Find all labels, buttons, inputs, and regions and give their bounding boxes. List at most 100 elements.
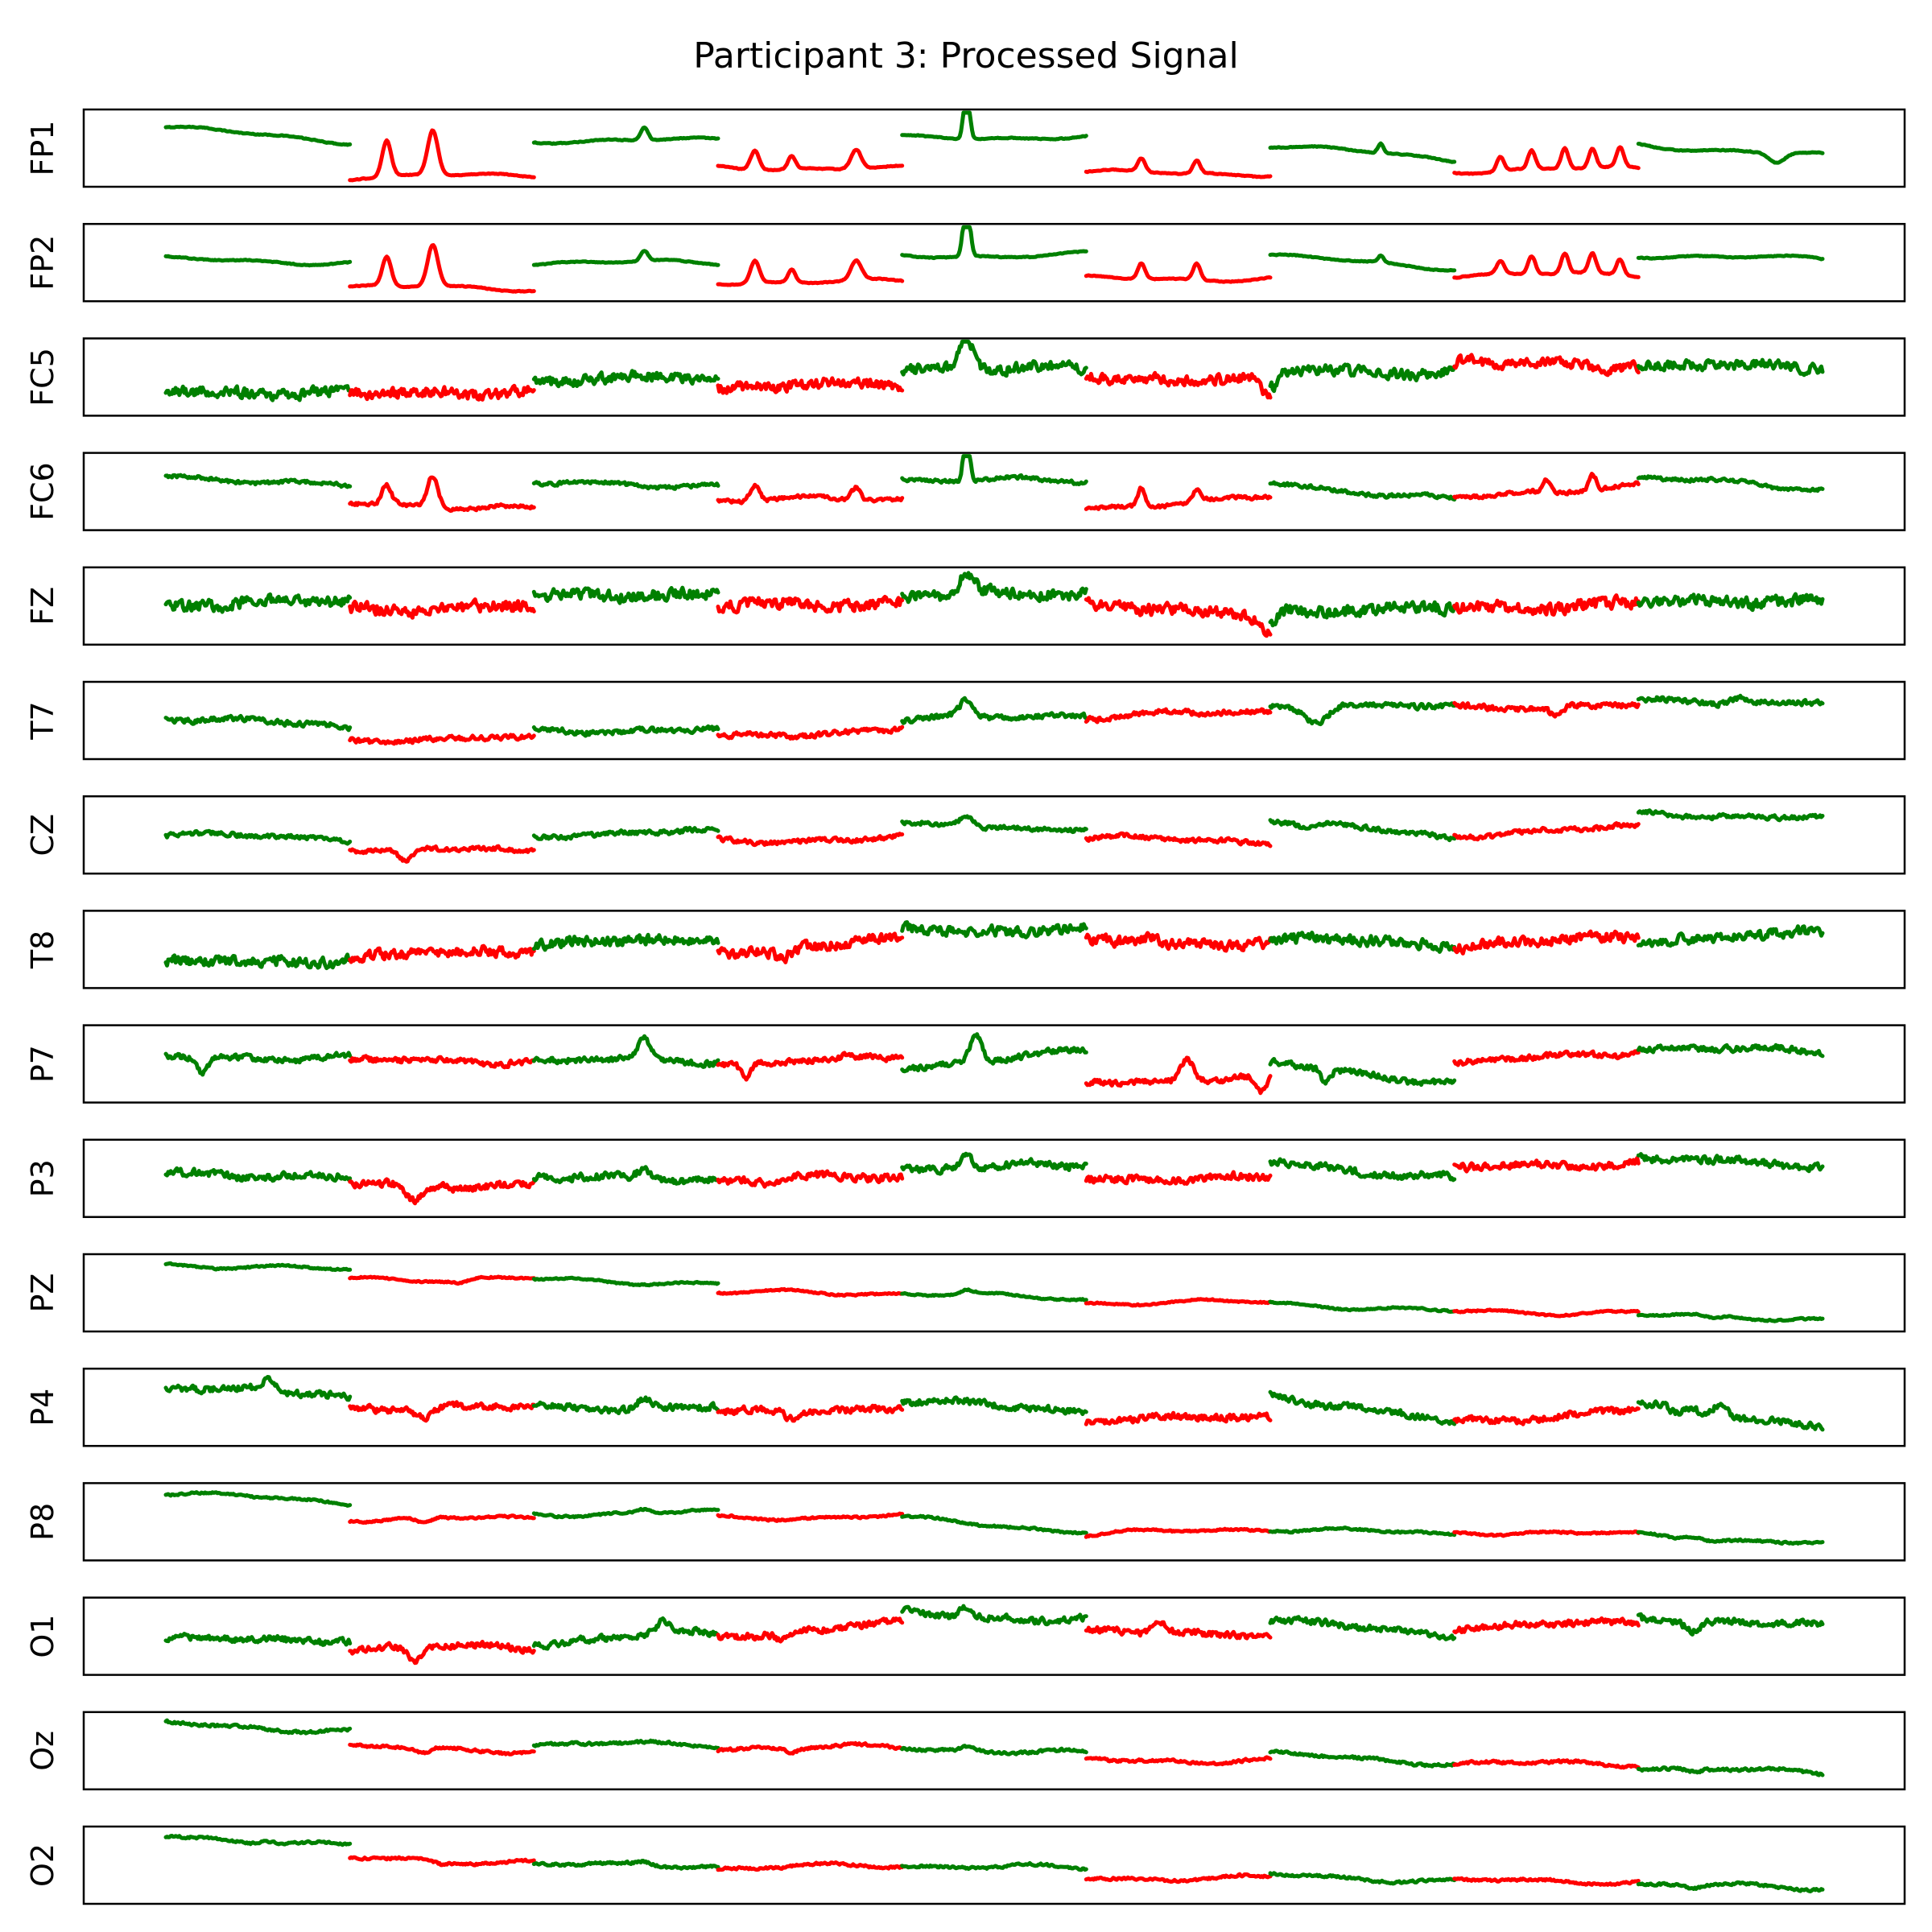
trace-p3-segment-1: [163, 1166, 353, 1183]
trace-oz-segment-1: [163, 1718, 353, 1736]
trace-t7-segment-9: [1636, 693, 1825, 709]
trace-cz-segment-7: [1268, 818, 1457, 843]
trace-oz-segment-2: [348, 1742, 536, 1757]
trace-o2-segment-2: [348, 1855, 536, 1868]
trace-fc5-segment-5: [900, 339, 1088, 378]
trace-t8-segment-2: [348, 943, 536, 964]
trace-fz-segment-9: [1636, 592, 1825, 613]
trace-fp2-segment-5: [900, 225, 1088, 261]
trace-p3-segment-3: [531, 1165, 720, 1186]
channel-axes-fp1: [82, 108, 1906, 188]
trace-cz-segment-6: [1084, 831, 1273, 848]
trace-fc6-segment-3: [531, 479, 720, 491]
trace-p8-segment-1: [163, 1490, 353, 1508]
trace-p7-segment-1: [163, 1051, 353, 1077]
trace-p8-segment-5: [900, 1513, 1088, 1536]
channel-panels: FP1 FP2 FC5 FC6 FZ T7 CZ T8 P7 P3 PZ P4 P8 O1 Oz O2: [25, 108, 1906, 1905]
channel-label-p4: P4: [25, 1389, 60, 1426]
trace-fc5-segment-6: [1084, 370, 1273, 400]
channel-label-p3: P3: [25, 1159, 60, 1197]
trace-fc6-segment-1: [163, 473, 353, 489]
trace-p7-segment-6: [1084, 1055, 1273, 1096]
trace-t7-segment-3: [531, 724, 720, 738]
trace-fp1-segment-9: [1636, 142, 1825, 165]
trace-p4-segment-8: [1452, 1406, 1641, 1426]
channel-label-fc5: FC5: [25, 348, 60, 407]
trace-oz-segment-5: [900, 1744, 1088, 1757]
trace-cz-segment-2: [348, 844, 536, 864]
trace-pz-segment-6: [1084, 1297, 1273, 1308]
trace-o1-segment-9: [1636, 1612, 1825, 1637]
channel-axes-p8: [82, 1482, 1906, 1562]
channel-label-p7: P7: [25, 1045, 60, 1083]
trace-cz-segment-4: [716, 832, 905, 848]
trace-o1-segment-6: [1084, 1620, 1273, 1641]
trace-pz-segment-8: [1452, 1307, 1641, 1319]
trace-pz-segment-3: [531, 1275, 720, 1288]
trace-p8-segment-6: [1084, 1526, 1273, 1539]
trace-fp2-segment-1: [163, 254, 353, 268]
trace-p3-segment-8: [1452, 1156, 1641, 1174]
trace-o2-segment-9: [1636, 1880, 1825, 1893]
trace-cz-segment-1: [163, 828, 353, 846]
trace-o2-segment-1: [163, 1834, 353, 1847]
trace-p7-segment-9: [1636, 1042, 1825, 1059]
channel-label-o1: O1: [25, 1615, 60, 1658]
trace-p8-segment-8: [1452, 1529, 1641, 1538]
trace-fz-segment-4: [716, 595, 905, 615]
trace-fc6-segment-4: [716, 482, 905, 506]
trace-fp1-segment-6: [1084, 156, 1273, 180]
trace-p3-segment-7: [1268, 1157, 1457, 1183]
trace-p4-segment-5: [900, 1395, 1088, 1417]
trace-fp2-segment-7: [1268, 252, 1457, 273]
channel-label-t7: T7: [25, 701, 60, 740]
trace-fc5-segment-7: [1268, 362, 1457, 394]
trace-oz-segment-7: [1268, 1748, 1457, 1769]
trace-p4-segment-7: [1268, 1389, 1457, 1426]
trace-t8-segment-6: [1084, 931, 1273, 953]
trace-pz-segment-1: [163, 1261, 353, 1273]
channel-label-fp1: FP1: [25, 121, 60, 176]
channel-label-pz: PZ: [25, 1274, 60, 1313]
trace-t7-segment-5: [900, 696, 1088, 725]
trace-t7-segment-7: [1268, 700, 1457, 727]
trace-fp1-segment-3: [531, 125, 720, 147]
trace-p4-segment-4: [716, 1403, 905, 1423]
channel-label-cz: CZ: [25, 814, 60, 857]
trace-fc6-segment-8: [1452, 472, 1641, 501]
trace-p7-segment-4: [716, 1051, 905, 1082]
trace-fc6-segment-9: [1636, 474, 1825, 493]
trace-fc5-segment-3: [531, 369, 720, 389]
trace-fp1-segment-5: [900, 110, 1088, 142]
channel-axes-o1: [82, 1596, 1906, 1676]
trace-t8-segment-3: [531, 932, 720, 952]
chart-title: Participant 3: Processed Signal: [693, 35, 1238, 76]
trace-oz-segment-4: [716, 1740, 905, 1756]
trace-pz-segment-4: [716, 1286, 905, 1298]
trace-fz-segment-3: [531, 585, 720, 605]
channel-axes-oz: [82, 1711, 1906, 1791]
trace-p4-segment-2: [348, 1400, 536, 1423]
channel-axes-fz: [82, 566, 1906, 646]
trace-o2-segment-8: [1452, 1876, 1641, 1887]
trace-fp1-segment-1: [163, 124, 353, 147]
trace-p3-segment-6: [1084, 1170, 1273, 1186]
trace-fz-segment-8: [1452, 593, 1641, 617]
trace-fp1-segment-4: [716, 147, 905, 173]
trace-t8-segment-7: [1268, 931, 1457, 954]
trace-fc5-segment-1: [163, 384, 353, 402]
channel-axes-fc6: [82, 452, 1906, 531]
trace-t7-segment-4: [716, 724, 905, 741]
trace-t8-segment-9: [1636, 924, 1825, 948]
trace-fz-segment-7: [1268, 600, 1457, 628]
trace-p7-segment-2: [348, 1054, 536, 1070]
trace-o1-segment-1: [163, 1632, 353, 1647]
channel-axes-p7: [82, 1024, 1906, 1104]
channel-axes-fp2: [82, 222, 1906, 303]
trace-t7-segment-8: [1452, 700, 1641, 719]
trace-fp2-segment-2: [348, 243, 536, 294]
trace-fz-segment-1: [163, 592, 353, 614]
channel-label-fc6: FC6: [25, 462, 60, 521]
trace-o2-segment-7: [1268, 1871, 1457, 1886]
